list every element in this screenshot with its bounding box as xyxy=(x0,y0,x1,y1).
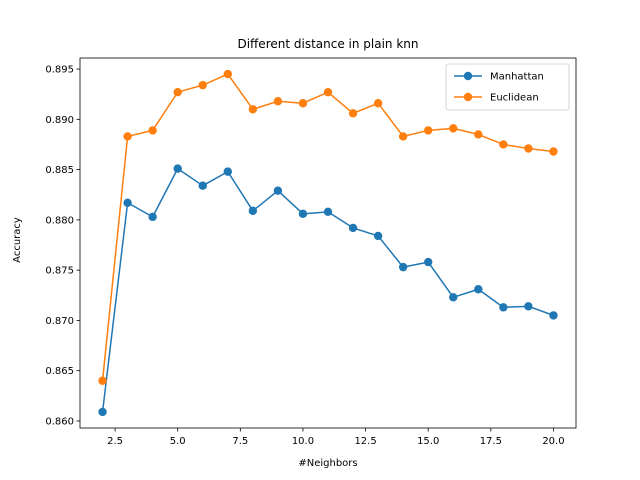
y-tick-label: 0.880 xyxy=(45,215,74,226)
data-point-euclidean xyxy=(148,126,157,135)
plot-area: 2.5 5.0 7.5 10.0 12.5 15.0 17.5 20.0 0.860 0.865 0… xyxy=(45,57,577,447)
legend-label: Euclidean xyxy=(490,93,539,104)
x-axis-label: #Neighbors xyxy=(298,458,357,469)
x-tick-label: 12.5 xyxy=(354,436,376,447)
data-point-euclidean xyxy=(98,376,107,385)
data-point-manhattan xyxy=(273,186,283,195)
data-point-euclidean xyxy=(323,87,333,97)
data-point-manhattan xyxy=(474,285,483,294)
data-point-manhattan xyxy=(123,198,132,207)
data-point-manhattan xyxy=(348,223,358,233)
data-point-euclidean xyxy=(298,99,308,108)
data-point-manhattan xyxy=(524,302,533,311)
data-point-euclidean xyxy=(524,144,533,153)
x-tick-label: 5.0 xyxy=(170,436,186,447)
axes-frame xyxy=(79,57,577,429)
data-point-manhattan xyxy=(198,181,207,190)
y-tick-label: 0.875 xyxy=(45,266,74,277)
data-point-euclidean xyxy=(248,105,258,114)
data-point-euclidean xyxy=(348,109,358,118)
y-tick-label: 0.860 xyxy=(45,416,74,427)
data-point-manhattan xyxy=(549,311,558,320)
data-point-euclidean xyxy=(198,80,207,90)
x-tick-label: 2.5 xyxy=(107,436,123,447)
x-tick-label: 20.0 xyxy=(542,436,564,447)
y-tick-label: 0.865 xyxy=(45,366,74,377)
legend-label: Manhattan xyxy=(490,72,544,83)
legend-marker xyxy=(463,71,473,81)
y-tick-label: 0.870 xyxy=(45,316,74,327)
data-point-euclidean xyxy=(273,97,283,106)
data-point-manhattan xyxy=(499,303,508,312)
y-axis-label: Accuracy xyxy=(12,217,23,263)
data-point-manhattan xyxy=(398,262,408,272)
data-point-euclidean xyxy=(474,130,483,139)
data-point-manhattan xyxy=(148,212,157,222)
legend-marker xyxy=(463,92,473,102)
data-point-manhattan xyxy=(373,231,383,241)
chart-title: Different distance in plain knn xyxy=(237,37,418,51)
data-point-manhattan xyxy=(449,293,458,302)
x-tick-label: 17.5 xyxy=(480,436,502,447)
data-point-manhattan xyxy=(248,206,258,216)
y-tick-label: 0.890 xyxy=(45,115,74,126)
data-point-manhattan xyxy=(323,207,333,217)
data-point-manhattan xyxy=(223,167,232,176)
data-point-manhattan xyxy=(298,209,308,219)
y-tick-label: 0.895 xyxy=(45,65,74,76)
y-tick-label: 0.885 xyxy=(45,165,74,176)
data-point-euclidean xyxy=(449,124,458,133)
x-tick-label: 10.0 xyxy=(292,436,314,447)
data-point-euclidean xyxy=(373,99,383,108)
data-point-manhattan xyxy=(173,164,182,173)
x-tick-label: 7.5 xyxy=(232,436,248,447)
x-tick-label: 15.0 xyxy=(417,436,439,447)
data-point-euclidean xyxy=(549,147,558,156)
data-point-euclidean xyxy=(499,140,508,149)
data-point-manhattan xyxy=(424,257,433,267)
data-point-euclidean xyxy=(123,132,132,141)
data-point-euclidean xyxy=(173,87,182,97)
data-point-euclidean xyxy=(223,69,232,79)
data-point-euclidean xyxy=(398,132,408,141)
data-point-manhattan xyxy=(98,407,107,417)
data-point-euclidean xyxy=(424,126,433,135)
